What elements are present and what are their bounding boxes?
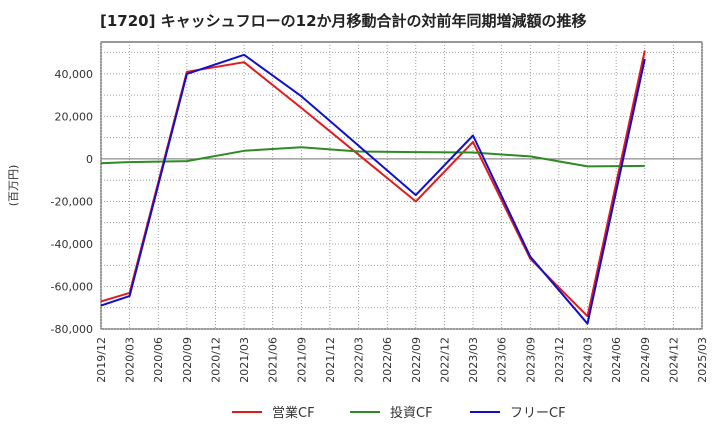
legend-label: 営業CF bbox=[272, 405, 315, 421]
x-tick-label: 2021/03 bbox=[238, 337, 251, 383]
x-tick-label: 2020/09 bbox=[181, 337, 194, 383]
y-tick-label: 20,000 bbox=[55, 110, 94, 123]
plot-area bbox=[100, 41, 703, 330]
x-tick-label: 2021/06 bbox=[267, 337, 280, 383]
y-tick-label: 40,000 bbox=[55, 68, 94, 81]
x-tick-label: 2024/09 bbox=[639, 337, 652, 383]
x-tick-label: 2022/09 bbox=[410, 337, 423, 383]
x-tick-label: 2022/03 bbox=[353, 337, 366, 383]
x-tick-label: 2023/03 bbox=[467, 337, 480, 383]
x-tick-label: 2020/03 bbox=[124, 337, 137, 383]
x-tick-label: 2024/06 bbox=[610, 337, 623, 383]
x-tick-label: 2023/12 bbox=[553, 337, 566, 383]
x-tick-label: 2021/12 bbox=[324, 337, 337, 383]
series-line-フリーCF bbox=[100, 53, 646, 325]
legend-label: フリーCF bbox=[510, 406, 566, 421]
y-axis-label: (百万円) bbox=[7, 165, 20, 207]
x-tick-label: 2022/12 bbox=[438, 337, 451, 383]
x-tick-label: 2020/12 bbox=[209, 337, 222, 383]
x-tick-label: 2025/03 bbox=[696, 337, 709, 383]
x-tick-label: 2023/09 bbox=[524, 337, 537, 383]
y-tick-label: -20,000 bbox=[51, 195, 93, 208]
x-tick-label: 2021/09 bbox=[295, 337, 308, 383]
y-tick-label: -40,000 bbox=[51, 238, 93, 251]
y-tick-label: -60,000 bbox=[51, 280, 93, 293]
legend-label: 投資CF bbox=[390, 405, 433, 421]
x-tick-label: 2024/12 bbox=[667, 337, 680, 383]
series-line-投資CF bbox=[100, 146, 645, 168]
y-tick-label: -80,000 bbox=[51, 323, 93, 336]
x-tick-label: 2024/03 bbox=[582, 337, 595, 383]
y-tick-label: 0 bbox=[86, 153, 93, 166]
x-tick-label: 2022/06 bbox=[381, 337, 394, 383]
x-tick-label: 2019/12 bbox=[95, 337, 108, 383]
x-tick-label: 2020/06 bbox=[152, 337, 165, 383]
x-tick-label: 2023/06 bbox=[496, 337, 509, 383]
chart-title: [1720] キャッシュフローの12か月移動合計の対前年同期増減額の推移 bbox=[100, 12, 587, 30]
